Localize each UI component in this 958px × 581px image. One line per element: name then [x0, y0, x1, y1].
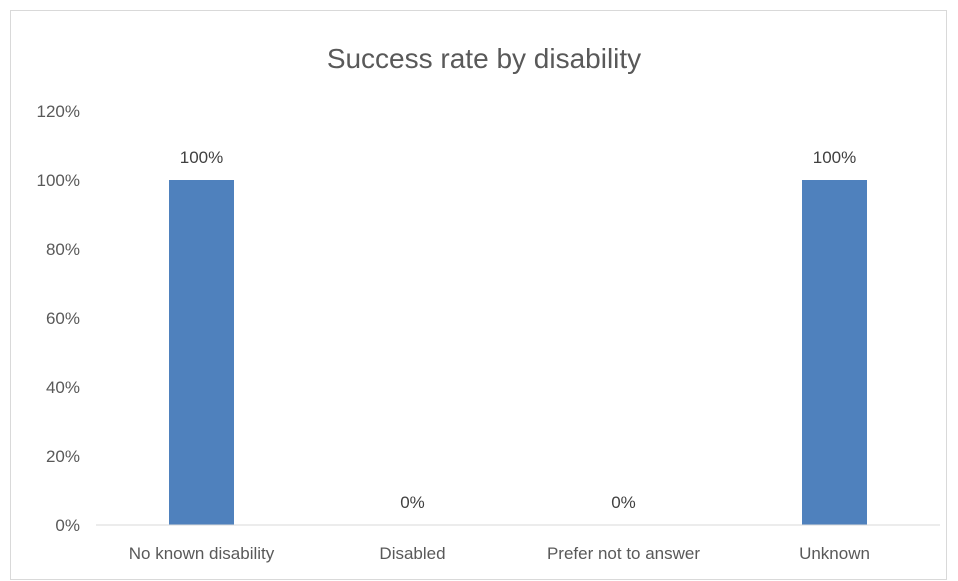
data-label: 100% [180, 148, 223, 167]
y-tick-label: 120% [37, 102, 80, 121]
chart-title: Success rate by disability [327, 43, 641, 74]
data-label: 100% [813, 148, 856, 167]
x-tick-label: Unknown [799, 544, 870, 563]
y-tick-label: 0% [55, 516, 80, 535]
y-tick-label: 100% [37, 171, 80, 190]
data-label: 0% [400, 493, 425, 512]
y-tick-label: 20% [46, 447, 80, 466]
x-axis: No known disability Disabled Prefer not to… [96, 524, 940, 563]
y-tick-label: 60% [46, 309, 80, 328]
bar [802, 180, 867, 525]
x-tick-label: Prefer not to answer [547, 544, 700, 563]
data-labels: 100% 0% 0% 100% [180, 148, 856, 512]
x-tick-label: No known disability [129, 544, 275, 563]
y-axis: 0% 20% 40% 60% 80% 100% 120% [37, 102, 80, 535]
chart-frame [10, 10, 947, 580]
bar [169, 180, 234, 525]
data-label: 0% [611, 493, 636, 512]
y-tick-label: 40% [46, 378, 80, 397]
x-tick-label: Disabled [379, 544, 445, 563]
bars [169, 180, 867, 525]
y-tick-label: 80% [46, 240, 80, 259]
